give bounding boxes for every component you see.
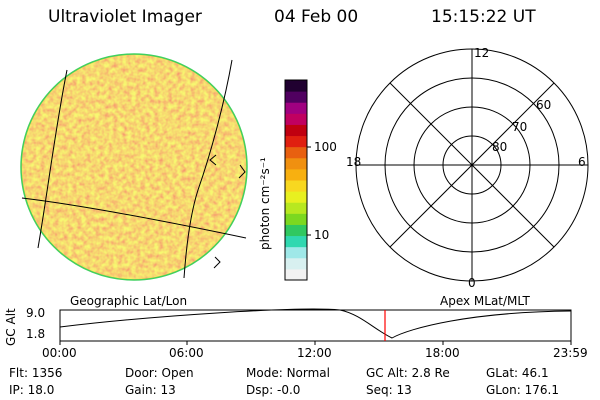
colorbar-segment (285, 257, 307, 270)
orbit-xtick-2359: 23:59 (553, 346, 588, 360)
colorbar-segment (285, 213, 307, 225)
colorbar-segment (285, 80, 307, 92)
info-seq: Seq: 13 (366, 383, 412, 397)
colorbar-segment (285, 246, 307, 259)
colorbar-unit-label: photon cm⁻²s⁻¹ (258, 157, 272, 250)
colorbar-frame (284, 79, 308, 281)
mlt-label-18: 18 (346, 155, 362, 169)
mlat-label-70: 70 (512, 120, 528, 134)
colorbar-segment (285, 146, 307, 159)
image-time: 15:15:22 UT (431, 7, 536, 27)
orbit-xtick-1200: 12:00 (297, 346, 332, 360)
orbit-xtick-0000: 00:00 (42, 346, 77, 360)
colorbar-segment (285, 168, 307, 181)
colorbar-tick-label-10: 10 (314, 228, 330, 242)
colorbar-segment (285, 157, 307, 170)
colorbar-segment (285, 102, 307, 114)
mlat-mlt-polar-grid (355, 48, 589, 282)
colorbar-segment (285, 135, 307, 148)
mlat-label-80: 80 (492, 140, 508, 154)
orbit-ytick-max: 9.0 (26, 306, 46, 320)
orbit-left-title: Geographic Lat/Lon (70, 294, 188, 308)
instrument-title: Ultraviolet Imager (48, 7, 202, 27)
colorbar-segment (285, 268, 307, 281)
colorbar-segment (285, 180, 307, 192)
orbit-ylabel: GC Alt (4, 308, 18, 346)
colorbar-segment (285, 124, 307, 137)
orbit-altitude-plot (59, 308, 572, 345)
info-glat: GLat: 46.1 (486, 366, 549, 380)
info-dsp: Dsp: -0.0 (246, 383, 301, 397)
auroral-image-disk (20, 53, 248, 281)
colorbar (285, 80, 307, 281)
colorbar-segment (285, 191, 307, 203)
info-gain: Gain: 13 (125, 383, 176, 397)
colorbar-segment (285, 235, 307, 248)
orbit-altitude-curve (59, 308, 572, 339)
colorbar-segment (285, 91, 307, 103)
colorbar-segment (285, 113, 307, 125)
info-mode: Mode: Normal (246, 366, 330, 380)
mlt-label-12: 12 (474, 46, 490, 60)
orbit-xtick-1800: 18:00 (425, 346, 460, 360)
orbit-right-title: Apex MLat/MLT (440, 294, 530, 308)
colorbar-segment (285, 224, 307, 237)
geographic-grid-lines (21, 59, 247, 279)
colorbar-segment (285, 202, 307, 214)
orbit-xtick-0600: 06:00 (169, 346, 204, 360)
info-glon: GLon: 176.1 (486, 383, 559, 397)
orbit-ytick-min: 1.8 (26, 327, 46, 341)
mlt-label-0: 0 (468, 276, 476, 290)
colorbar-tick-label-100: 100 (314, 140, 337, 154)
info-door: Door: Open (125, 366, 194, 380)
mlat-label-60: 60 (536, 98, 552, 112)
image-date: 04 Feb 00 (274, 7, 359, 27)
info-flight: Flt: 1356 (9, 366, 63, 380)
info-gc-alt: GC Alt: 2.8 Re (366, 366, 450, 380)
info-ip: IP: 18.0 (9, 383, 55, 397)
mlt-label-6: 6 (578, 155, 586, 169)
